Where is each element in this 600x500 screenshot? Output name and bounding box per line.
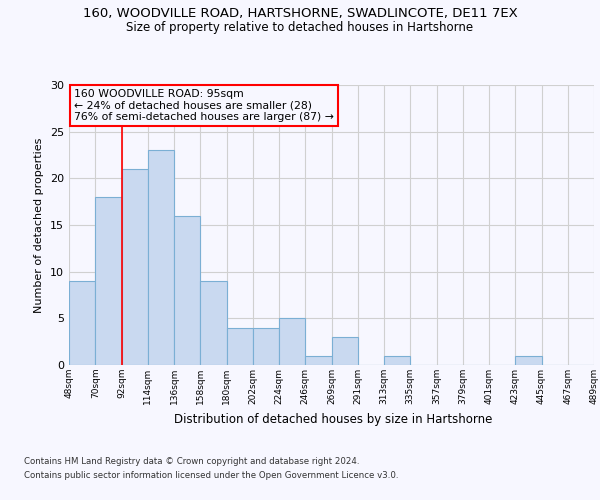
- Bar: [121, 169, 148, 365]
- Bar: [384, 356, 410, 365]
- Text: Distribution of detached houses by size in Hartshorne: Distribution of detached houses by size …: [174, 412, 492, 426]
- Text: 160 WOODVILLE ROAD: 95sqm
← 24% of detached houses are smaller (28)
76% of semi-: 160 WOODVILLE ROAD: 95sqm ← 24% of detac…: [74, 89, 334, 122]
- Text: Size of property relative to detached houses in Hartshorne: Size of property relative to detached ho…: [127, 21, 473, 34]
- Text: Contains public sector information licensed under the Open Government Licence v3: Contains public sector information licen…: [24, 471, 398, 480]
- Bar: [227, 328, 253, 365]
- Bar: [95, 197, 121, 365]
- Bar: [148, 150, 174, 365]
- Y-axis label: Number of detached properties: Number of detached properties: [34, 138, 44, 312]
- Bar: [253, 328, 279, 365]
- Bar: [69, 281, 95, 365]
- Bar: [331, 337, 358, 365]
- Bar: [174, 216, 200, 365]
- Bar: [305, 356, 331, 365]
- Text: 160, WOODVILLE ROAD, HARTSHORNE, SWADLINCOTE, DE11 7EX: 160, WOODVILLE ROAD, HARTSHORNE, SWADLIN…: [83, 8, 517, 20]
- Bar: [279, 318, 305, 365]
- Bar: [200, 281, 227, 365]
- Bar: [515, 356, 542, 365]
- Text: Contains HM Land Registry data © Crown copyright and database right 2024.: Contains HM Land Registry data © Crown c…: [24, 458, 359, 466]
